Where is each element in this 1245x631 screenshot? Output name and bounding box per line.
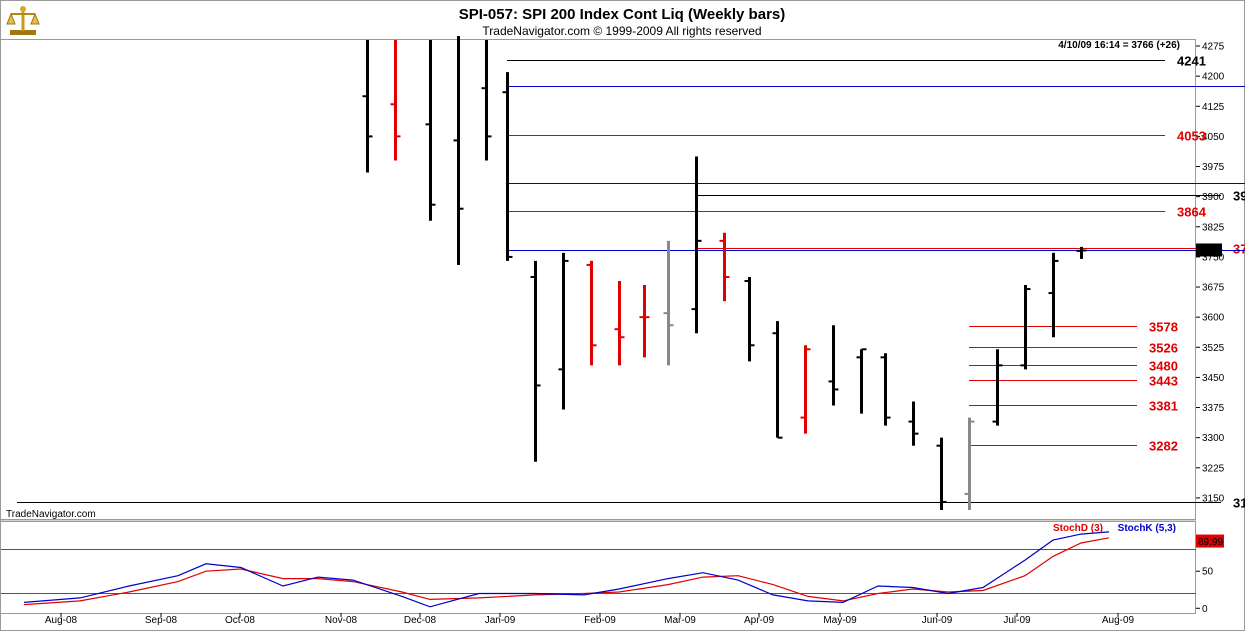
month-label: Nov-08 <box>325 615 358 626</box>
stoch-tick-label: 50 <box>1202 567 1214 578</box>
level-label: 3480 <box>1149 359 1178 374</box>
month-label: Jun-09 <box>922 615 953 626</box>
ohlc-bar <box>964 417 975 510</box>
ohlc-bar <box>800 345 811 434</box>
ohlc-bar <box>639 285 650 358</box>
price-tick-label: 3150 <box>1202 493 1225 504</box>
ohlc-bar <box>856 348 867 414</box>
ohlc-bar <box>614 281 625 366</box>
watermark-text: TradeNavigator.com <box>6 509 96 520</box>
ohlc-bar <box>663 240 674 366</box>
stoch-tick-label: 0 <box>1202 604 1208 615</box>
month-label: May-09 <box>823 615 857 626</box>
price-tick-label: 3375 <box>1202 403 1225 414</box>
ohlc-bar <box>1020 285 1031 370</box>
level-label: 3904 <box>1233 189 1245 204</box>
ohlc-bar <box>502 72 513 261</box>
price-tick-label: 3675 <box>1202 283 1225 294</box>
month-label: Jul-09 <box>1003 615 1031 626</box>
price-tick-label: 4050 <box>1202 132 1225 143</box>
price-tick-label: 4125 <box>1202 102 1225 113</box>
level-label: 3772 <box>1233 242 1245 257</box>
ohlc-bar <box>425 40 436 221</box>
ohlc-bar <box>828 325 839 406</box>
chart-subtitle: TradeNavigator.com © 1999-2009 All right… <box>482 24 761 38</box>
ohlc-bar <box>558 252 569 410</box>
month-label: Mar-09 <box>664 615 696 626</box>
price-tick-label: 3450 <box>1202 373 1225 384</box>
chart-title: SPI-057: SPI 200 Index Cont Liq (Weekly … <box>459 6 786 23</box>
level-label: 3443 <box>1149 374 1178 389</box>
price-tick-label: 3975 <box>1202 162 1225 173</box>
ohlc-bar <box>481 40 492 161</box>
month-label: Feb-09 <box>584 615 616 626</box>
price-tick-label: 4275 <box>1202 42 1225 53</box>
ohlc-bar <box>362 40 373 173</box>
ohlc-bar <box>880 353 891 426</box>
level-label: 4241 <box>1177 54 1206 69</box>
ohlc-bar <box>772 321 783 439</box>
stoch-value-label: 89.99 <box>1198 537 1223 548</box>
scales-logo-icon <box>6 6 40 35</box>
ohlc-bar <box>530 260 541 462</box>
level-label: 3864 <box>1177 205 1207 220</box>
stochk-line <box>23 531 1110 608</box>
ohlc-bar <box>390 40 401 161</box>
ohlc-bar <box>453 35 464 265</box>
last-update-readout: 4/10/09 16:14 = 3766 (+26) <box>1058 40 1180 51</box>
level-label: 4053 <box>1177 129 1206 144</box>
price-tick-label: 3225 <box>1202 463 1225 474</box>
ohlc-bar <box>992 349 1003 426</box>
month-label: Jan-09 <box>485 615 516 626</box>
month-label: Sep-08 <box>145 615 178 626</box>
month-label: Apr-09 <box>744 615 774 626</box>
level-label: 3381 <box>1149 399 1178 414</box>
stoch-value-box <box>1196 534 1224 548</box>
level-label: 3526 <box>1149 341 1178 356</box>
level-label: 3578 <box>1149 320 1178 335</box>
price-tick-label: 3300 <box>1202 433 1225 444</box>
price-tick-label: 3525 <box>1202 343 1225 354</box>
month-label: Aug-09 <box>1102 615 1135 626</box>
legend-stochd: StochD (3) <box>1053 523 1103 534</box>
month-label: Oct-08 <box>225 615 255 626</box>
ohlc-bar <box>691 156 702 334</box>
ohlc-bar <box>1076 246 1087 259</box>
level-label: 3282 <box>1149 439 1178 454</box>
price-panel <box>0 39 1196 520</box>
ohlc-bar <box>1048 252 1059 338</box>
last-price-label: 3766 <box>1198 246 1221 257</box>
price-tick-label: 3900 <box>1202 192 1225 203</box>
ohlc-bar <box>936 437 947 510</box>
price-tick-label: 3750 <box>1202 252 1225 263</box>
price-tick-label: 3600 <box>1202 313 1225 324</box>
month-label: Dec-08 <box>404 615 437 626</box>
price-tick-label: 4200 <box>1202 72 1225 83</box>
ohlc-bar <box>744 276 755 362</box>
level-label: 3141 <box>1233 496 1245 511</box>
ohlc-bar <box>719 232 730 302</box>
last-price-box <box>1196 243 1222 257</box>
ohlc-bar <box>908 401 919 446</box>
legend-stochk: StochK (5,3) <box>1118 523 1176 534</box>
ohlc-bar <box>586 260 597 366</box>
price-tick-label: 3825 <box>1202 222 1225 233</box>
month-label: Aug-08 <box>45 615 78 626</box>
